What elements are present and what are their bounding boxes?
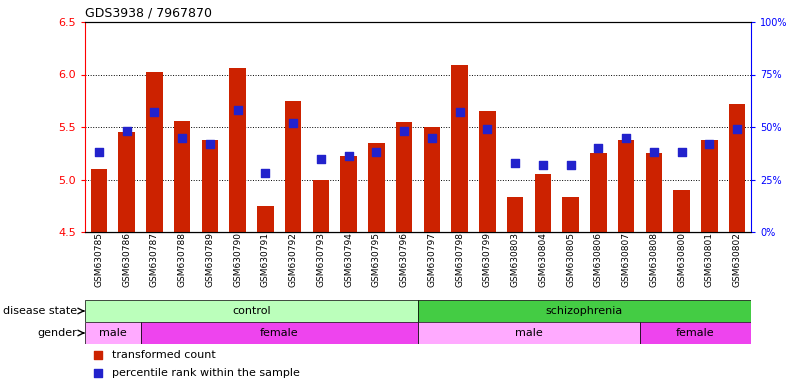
- Text: GSM630787: GSM630787: [150, 232, 159, 287]
- Text: GSM630799: GSM630799: [483, 232, 492, 287]
- Point: [175, 134, 188, 141]
- Point: [92, 352, 105, 358]
- Text: GSM630803: GSM630803: [510, 232, 520, 287]
- Text: GSM630808: GSM630808: [650, 232, 658, 287]
- Point: [647, 149, 660, 155]
- Bar: [119, 132, 135, 232]
- Bar: [257, 206, 274, 232]
- Bar: [229, 68, 246, 232]
- Text: GSM630793: GSM630793: [316, 232, 325, 287]
- Text: GSM630801: GSM630801: [705, 232, 714, 287]
- Point: [92, 149, 105, 155]
- Bar: [507, 197, 523, 232]
- Bar: [140, 322, 418, 344]
- Text: GSM630795: GSM630795: [372, 232, 380, 287]
- Text: GSM630794: GSM630794: [344, 232, 353, 287]
- Point: [342, 153, 355, 159]
- Bar: [640, 322, 751, 344]
- Text: female: female: [676, 328, 714, 338]
- Bar: [85, 322, 140, 344]
- Bar: [174, 121, 191, 232]
- Bar: [646, 153, 662, 232]
- Point: [92, 370, 105, 376]
- Point: [259, 170, 272, 176]
- Text: GSM630796: GSM630796: [400, 232, 409, 287]
- Bar: [340, 156, 357, 232]
- Bar: [418, 322, 640, 344]
- Point: [425, 134, 438, 141]
- Bar: [202, 140, 218, 232]
- Bar: [424, 127, 441, 232]
- Text: GSM630800: GSM630800: [677, 232, 686, 287]
- Bar: [146, 73, 163, 232]
- Point: [620, 134, 633, 141]
- Point: [398, 128, 411, 134]
- Text: gender: gender: [37, 328, 77, 338]
- Point: [731, 126, 743, 132]
- Point: [509, 160, 521, 166]
- Bar: [396, 122, 413, 232]
- Text: schizophrenia: schizophrenia: [545, 306, 623, 316]
- Text: GSM630807: GSM630807: [622, 232, 630, 287]
- Text: GSM630792: GSM630792: [288, 232, 298, 287]
- Text: GSM630789: GSM630789: [205, 232, 215, 287]
- Point: [120, 128, 133, 134]
- Bar: [368, 143, 384, 232]
- Text: disease state: disease state: [2, 306, 77, 316]
- Point: [148, 109, 161, 115]
- Bar: [674, 190, 690, 232]
- Text: transformed count: transformed count: [111, 350, 215, 360]
- Point: [453, 109, 466, 115]
- Text: control: control: [232, 306, 271, 316]
- Text: GSM630798: GSM630798: [455, 232, 464, 287]
- Point: [315, 156, 328, 162]
- Bar: [562, 197, 579, 232]
- Point: [370, 149, 383, 155]
- Text: male: male: [99, 328, 127, 338]
- Bar: [451, 65, 468, 232]
- Text: GSM630786: GSM630786: [122, 232, 131, 287]
- Bar: [590, 153, 606, 232]
- Text: GSM630790: GSM630790: [233, 232, 242, 287]
- Bar: [479, 111, 496, 232]
- Bar: [285, 101, 301, 232]
- Text: GSM630788: GSM630788: [178, 232, 187, 287]
- Text: GSM630785: GSM630785: [95, 232, 103, 287]
- Text: GSM630791: GSM630791: [261, 232, 270, 287]
- Bar: [91, 169, 107, 232]
- Text: percentile rank within the sample: percentile rank within the sample: [111, 368, 300, 378]
- Text: GSM630806: GSM630806: [594, 232, 603, 287]
- Text: GSM630804: GSM630804: [538, 232, 547, 287]
- Text: GDS3938 / 7967870: GDS3938 / 7967870: [85, 7, 212, 20]
- Point: [564, 162, 577, 168]
- Bar: [701, 140, 718, 232]
- Text: female: female: [260, 328, 299, 338]
- Point: [203, 141, 216, 147]
- Text: male: male: [515, 328, 543, 338]
- Text: GSM630797: GSM630797: [428, 232, 437, 287]
- Bar: [85, 300, 418, 322]
- Point: [481, 126, 493, 132]
- Point: [287, 120, 300, 126]
- Point: [231, 107, 244, 113]
- Text: GSM630802: GSM630802: [733, 232, 742, 287]
- Point: [592, 145, 605, 151]
- Point: [703, 141, 716, 147]
- Bar: [534, 174, 551, 232]
- Point: [537, 162, 549, 168]
- Bar: [312, 179, 329, 232]
- Bar: [618, 140, 634, 232]
- Point: [675, 149, 688, 155]
- Bar: [729, 104, 746, 232]
- Bar: [418, 300, 751, 322]
- Text: GSM630805: GSM630805: [566, 232, 575, 287]
